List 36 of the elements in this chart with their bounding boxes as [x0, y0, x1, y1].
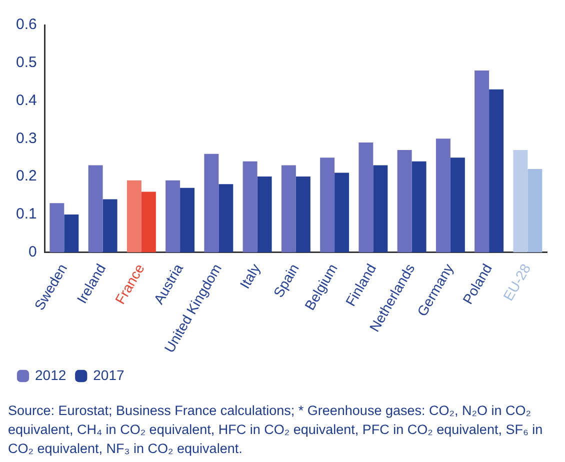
bar [489, 89, 504, 252]
bar [281, 165, 296, 252]
source-note: Source: Eurostat; Business France calculations; * Greenhouse gases: CO₂, N₂O in CO₂ equivalent, CH₄ in CO₂ equivalent, HFC in CO₂ equivalent, PFC in CO₂ equivalent, SF₆ in CO₂ equivalent, NF₃ in CO₂ equivalent. [8, 402, 544, 458]
legend-label: 2012 [35, 366, 66, 383]
y-tick-label: 0.4 [16, 92, 37, 109]
bar [436, 138, 450, 252]
y-tick-label: 0.2 [16, 168, 37, 185]
legend-label: 2017 [93, 366, 125, 383]
bar [528, 168, 542, 252]
bar [218, 184, 234, 252]
bar [180, 188, 195, 252]
bar [141, 192, 156, 252]
bar [334, 172, 350, 252]
bar [474, 70, 490, 252]
bar [50, 203, 64, 252]
bar [397, 150, 412, 252]
y-tick-label: 0 [28, 243, 37, 260]
y-tick-label: 0.1 [16, 206, 37, 223]
bar [358, 142, 374, 252]
y-tick-label: 0.5 [16, 54, 37, 72]
bar [257, 176, 272, 252]
bar [450, 158, 465, 252]
bar [296, 176, 310, 252]
bar [64, 214, 79, 252]
bar [102, 199, 118, 252]
y-tick-label: 0.6 [16, 16, 37, 34]
bar [373, 165, 388, 252]
bar [204, 154, 219, 252]
bar [126, 180, 142, 252]
bar [320, 158, 335, 252]
bar [166, 180, 180, 252]
bar [242, 161, 258, 252]
y-tick-label: 0.3 [16, 130, 37, 147]
bar [513, 150, 528, 252]
bar [88, 165, 103, 252]
bar [412, 161, 426, 252]
